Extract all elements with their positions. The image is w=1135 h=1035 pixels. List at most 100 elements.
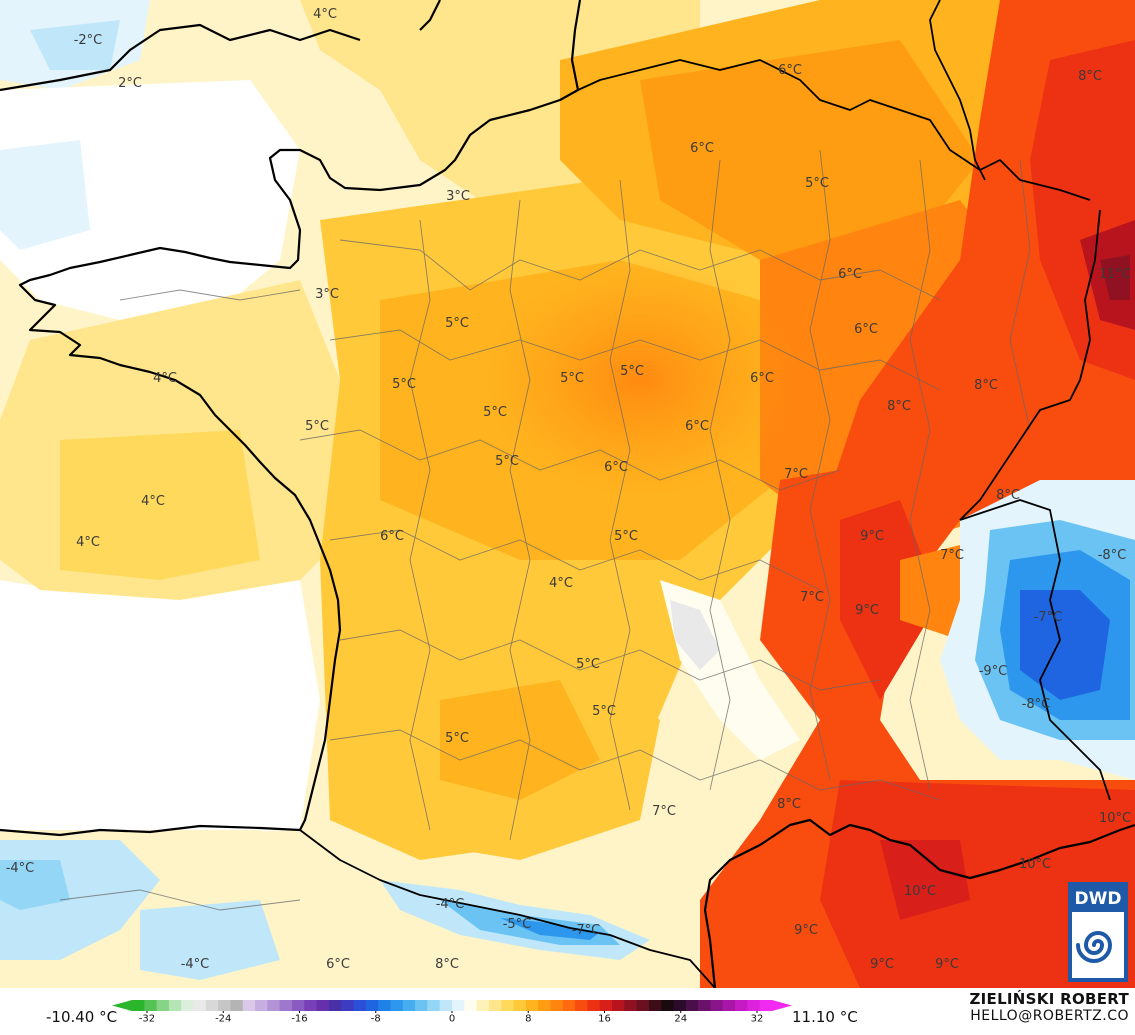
colorbar-cell xyxy=(599,1000,613,1011)
colorbar-tick-label: 16 xyxy=(598,1014,611,1023)
temperature-label: -4°C xyxy=(6,861,35,876)
colorbar-cell xyxy=(513,1000,527,1011)
colorbar-cell xyxy=(735,1000,748,1011)
dwd-swirl-icon xyxy=(1076,931,1113,963)
temperature-label: 8°C xyxy=(435,957,459,972)
temperature-label: 5°C xyxy=(620,364,644,379)
temperature-label: -8°C xyxy=(1022,697,1051,712)
temperature-label: 5°C xyxy=(305,419,329,434)
temperature-label: 5°C xyxy=(495,454,519,469)
temperature-label: 6°C xyxy=(380,529,404,544)
temperature-label: 8°C xyxy=(1078,69,1102,84)
coastlines xyxy=(0,0,1135,988)
temperature-label: 7°C xyxy=(800,590,824,605)
temperature-label: 4°C xyxy=(153,371,177,386)
author-email: HELLO@ROBERTZ.CO xyxy=(970,1008,1129,1024)
cold-zones xyxy=(0,0,650,980)
colorbar-cell xyxy=(181,1000,195,1011)
colorbar-cell xyxy=(390,1000,404,1011)
colorbar-tick-label: 24 xyxy=(674,1014,687,1023)
colorbar-cell xyxy=(193,1000,207,1011)
colorbar-tick-label: 0 xyxy=(449,1014,455,1023)
temperature-label: 6°C xyxy=(750,371,774,386)
temperature-label: 9°C xyxy=(860,529,884,544)
colorbar-tick-label: -8 xyxy=(371,1014,381,1023)
colorbar-tick-label: -16 xyxy=(291,1014,307,1023)
colorbar-cell xyxy=(759,1000,773,1011)
temperature-label: -4°C xyxy=(181,957,210,972)
temperature-label: -9°C xyxy=(979,664,1008,679)
colorbar-cell xyxy=(168,1000,182,1011)
colorbar-tick-label: -32 xyxy=(139,1014,155,1023)
temperature-label: 2°C xyxy=(118,76,142,91)
temperature-label: 4°C xyxy=(141,494,165,509)
temperature-labels: 4°C -2°C 2°C 6°C 8°C 6°C 5°C 3°C 6°C 11°C 3°C 5°C 6°… xyxy=(6,7,1131,972)
country-borders xyxy=(299,0,1111,988)
department-borders xyxy=(59,149,1031,911)
hot-zones xyxy=(700,0,1135,988)
dwd-logo-panel xyxy=(1072,912,1124,978)
temperature-label: 10°C xyxy=(1099,811,1131,826)
temperature-label: 6°C xyxy=(604,460,628,475)
temperature-label: 8°C xyxy=(887,399,911,414)
colorbar-cell xyxy=(427,1000,441,1011)
colorbar-cell xyxy=(144,1000,158,1011)
temperature-label: -2°C xyxy=(74,33,103,48)
colorbar-cell xyxy=(279,1000,293,1011)
temperature-label: 7°C xyxy=(784,467,808,482)
colorbar-cell xyxy=(575,1000,588,1011)
author-name: ZIELIŃSKI ROBERT xyxy=(969,990,1129,1008)
dwd-logo-text: DWD xyxy=(1075,889,1122,909)
colorbar-cell xyxy=(673,1000,687,1011)
colorbar-cell xyxy=(156,1000,170,1011)
temperature-label: 9°C xyxy=(794,923,818,938)
colorbar-cell xyxy=(636,1000,650,1011)
colorbar-cell xyxy=(328,1000,342,1011)
temperature-label: -7°C xyxy=(1034,610,1063,625)
temperature-label: 6°C xyxy=(685,419,709,434)
temperature-label: 9°C xyxy=(870,957,894,972)
colorbar-cell xyxy=(365,1000,379,1011)
temperature-label: 10°C xyxy=(904,884,936,899)
temperature-label: 5°C xyxy=(560,371,584,386)
colorbar-cell xyxy=(488,1000,502,1011)
colorbar-cell xyxy=(722,1000,736,1011)
legend-min-value: -10.40 °C xyxy=(46,1008,118,1026)
colorbar-cell xyxy=(292,1000,305,1011)
temperature-label: 5°C xyxy=(576,657,600,672)
temperature-label: -8°C xyxy=(1098,548,1127,563)
colorbar-cell xyxy=(267,1000,281,1011)
colorbar-cell xyxy=(624,1000,638,1011)
temperature-label: 5°C xyxy=(805,176,829,191)
colorbar-cell xyxy=(476,1000,490,1011)
colorbar-cell xyxy=(587,1000,601,1011)
colorbar-cell xyxy=(538,1000,551,1011)
colorbar-cell xyxy=(341,1000,355,1011)
colorbar-cell xyxy=(464,1000,478,1011)
colorbar-cell xyxy=(439,1000,453,1011)
temperature-label: 8°C xyxy=(974,378,998,393)
temperature-label: 6°C xyxy=(690,141,714,156)
temperature-label: 6°C xyxy=(854,322,878,337)
colorbar-cell xyxy=(132,1000,145,1011)
temperature-label: 4°C xyxy=(313,7,337,22)
colorbar-cell xyxy=(218,1000,231,1011)
colorbar-cell xyxy=(452,1000,465,1011)
colorbar-cell xyxy=(698,1000,711,1011)
temperature-label: 4°C xyxy=(549,576,573,591)
temperature-label: 8°C xyxy=(996,488,1020,503)
temperature-label: 4°C xyxy=(76,535,100,550)
colorbar-tick-label: 32 xyxy=(751,1014,764,1023)
temperature-label: 5°C xyxy=(392,377,416,392)
temperature-label: 6°C xyxy=(326,957,350,972)
dwd-logo: DWD xyxy=(1068,882,1128,982)
temperature-label: 9°C xyxy=(935,957,959,972)
temperature-label: 5°C xyxy=(483,405,507,420)
colorbar-cell xyxy=(661,1000,675,1011)
colorbar-cell xyxy=(415,1000,428,1011)
temperature-label: 5°C xyxy=(445,731,469,746)
colorbar-cell xyxy=(747,1000,761,1011)
colorbar-tick-label: -24 xyxy=(215,1014,231,1023)
warm-zones xyxy=(0,0,1050,860)
temperature-label: -5°C xyxy=(503,917,532,932)
